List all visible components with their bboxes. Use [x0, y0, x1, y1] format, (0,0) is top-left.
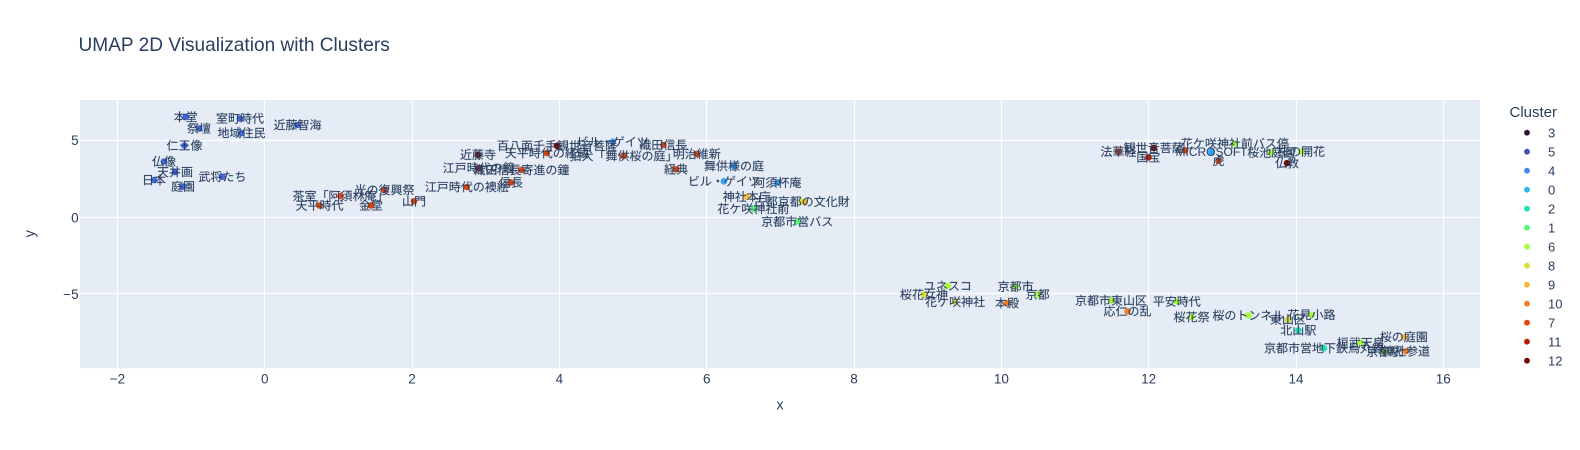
svg-text:Cluster: Cluster: [1510, 104, 1558, 121]
svg-text:4: 4: [1548, 163, 1555, 178]
svg-text:11: 11: [1548, 334, 1562, 349]
svg-text:MICROSOFT: MICROSOFT: [1176, 145, 1249, 159]
svg-text:8: 8: [850, 371, 858, 386]
svg-text:10: 10: [994, 371, 1009, 386]
svg-text:0: 0: [1548, 182, 1555, 197]
svg-text:2: 2: [408, 371, 416, 386]
svg-text:0: 0: [71, 210, 79, 225]
svg-text:5: 5: [1548, 144, 1555, 159]
svg-text:9: 9: [1548, 277, 1555, 292]
svg-text:1: 1: [1548, 220, 1555, 235]
svg-text:16: 16: [1436, 371, 1451, 386]
svg-text:0: 0: [261, 371, 269, 386]
svg-text:−5: −5: [63, 287, 78, 302]
svg-text:y: y: [22, 229, 38, 237]
svg-text:−2: −2: [110, 371, 125, 386]
svg-text:6: 6: [703, 371, 711, 386]
svg-text:5: 5: [71, 133, 79, 148]
svg-text:8: 8: [1548, 258, 1555, 273]
svg-text:3: 3: [1548, 125, 1555, 140]
svg-text:6: 6: [1548, 239, 1555, 254]
svg-text:4: 4: [556, 371, 564, 386]
svg-text:UMAP 2D Visualization with Clu: UMAP 2D Visualization with Clusters: [79, 35, 390, 56]
svg-text:12: 12: [1548, 353, 1562, 368]
svg-text:10: 10: [1548, 296, 1562, 311]
svg-text:2: 2: [1548, 201, 1555, 216]
svg-text:7: 7: [1548, 315, 1555, 330]
svg-text:12: 12: [1141, 371, 1156, 386]
svg-text:x: x: [776, 398, 784, 414]
svg-text:14: 14: [1288, 371, 1304, 386]
